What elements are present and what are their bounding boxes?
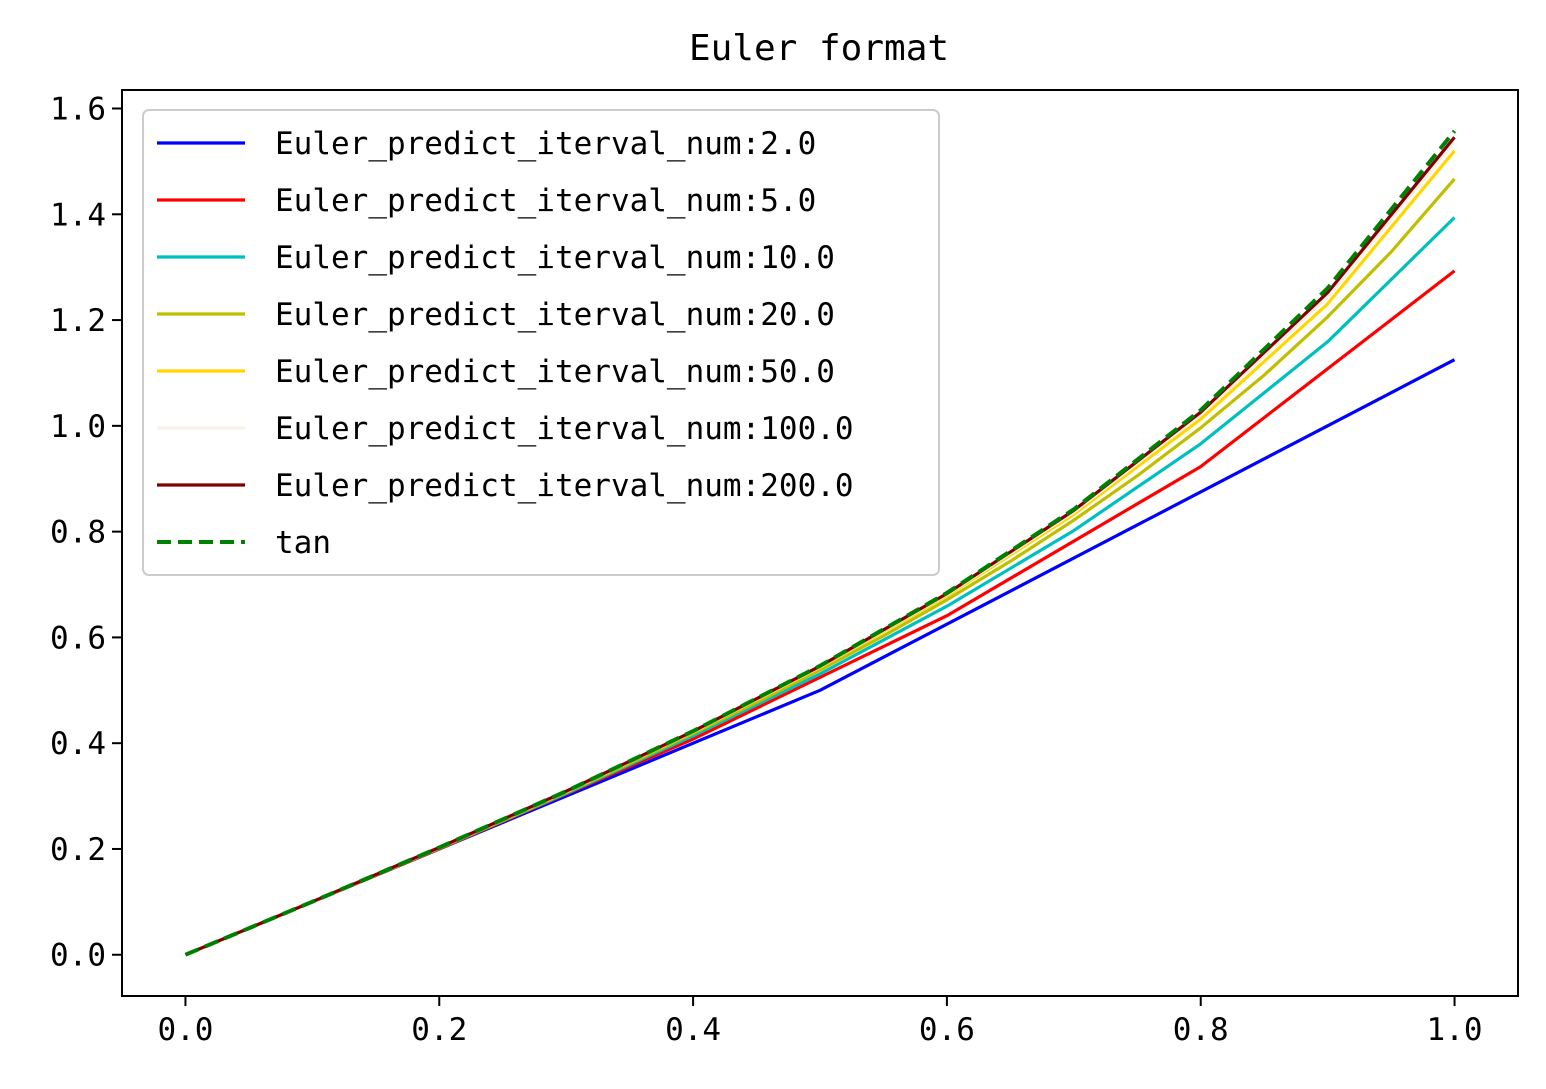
series-layer: [184, 129, 1457, 957]
y-tick-label: 1.6: [50, 92, 106, 128]
legend-label-6: Euler_predict_iterval_num:100.0: [275, 411, 854, 447]
x-tick-label: 0.6: [919, 1012, 975, 1048]
legend-label-1: Euler_predict_iterval_num:2.0: [275, 126, 816, 162]
y-tick-label: 0.8: [50, 515, 106, 551]
legend-label-8: tan: [275, 525, 331, 561]
legend-label-5: Euler_predict_iterval_num:50.0: [275, 354, 835, 390]
legend-label-7: Euler_predict_iterval_num:200.0: [275, 468, 854, 504]
x-tick-label: 0.4: [665, 1012, 721, 1048]
y-tick-label: 0.0: [50, 938, 106, 974]
legend-frame: [142, 109, 940, 576]
y-tick-label: 0.2: [50, 832, 106, 868]
ticks-layer: 0.0 0.2 0.4 0.6 0.8 1.0 0.0 0.2 0.4 0.6 0.8 1.0 1.2 1…: [50, 92, 1483, 1048]
x-tick-label: 1.0: [1427, 1012, 1483, 1048]
y-tick-label: 0.4: [50, 726, 106, 762]
y-tick-label: 1.0: [50, 409, 106, 445]
legend-label-2: Euler_predict_iterval_num:5.0: [275, 183, 816, 219]
series-line-8: [184, 129, 1457, 957]
chart-title: Euler format: [689, 28, 949, 69]
x-tick-label: 0.2: [411, 1012, 467, 1048]
legend-label-4: Euler_predict_iterval_num:20.0: [275, 297, 835, 333]
plot-frame: [121, 89, 1519, 997]
y-tick-label: 1.4: [50, 197, 106, 233]
y-tick-label: 0.6: [50, 620, 106, 656]
legend: Euler_predict_iterval_num:2.0 Euler_predi…: [142, 109, 940, 576]
legend-label-3: Euler_predict_iterval_num:10.0: [275, 240, 835, 276]
x-tick-label: 0.8: [1173, 1012, 1229, 1048]
x-tick-label: 0.0: [157, 1012, 213, 1048]
y-tick-label: 1.2: [50, 303, 106, 339]
